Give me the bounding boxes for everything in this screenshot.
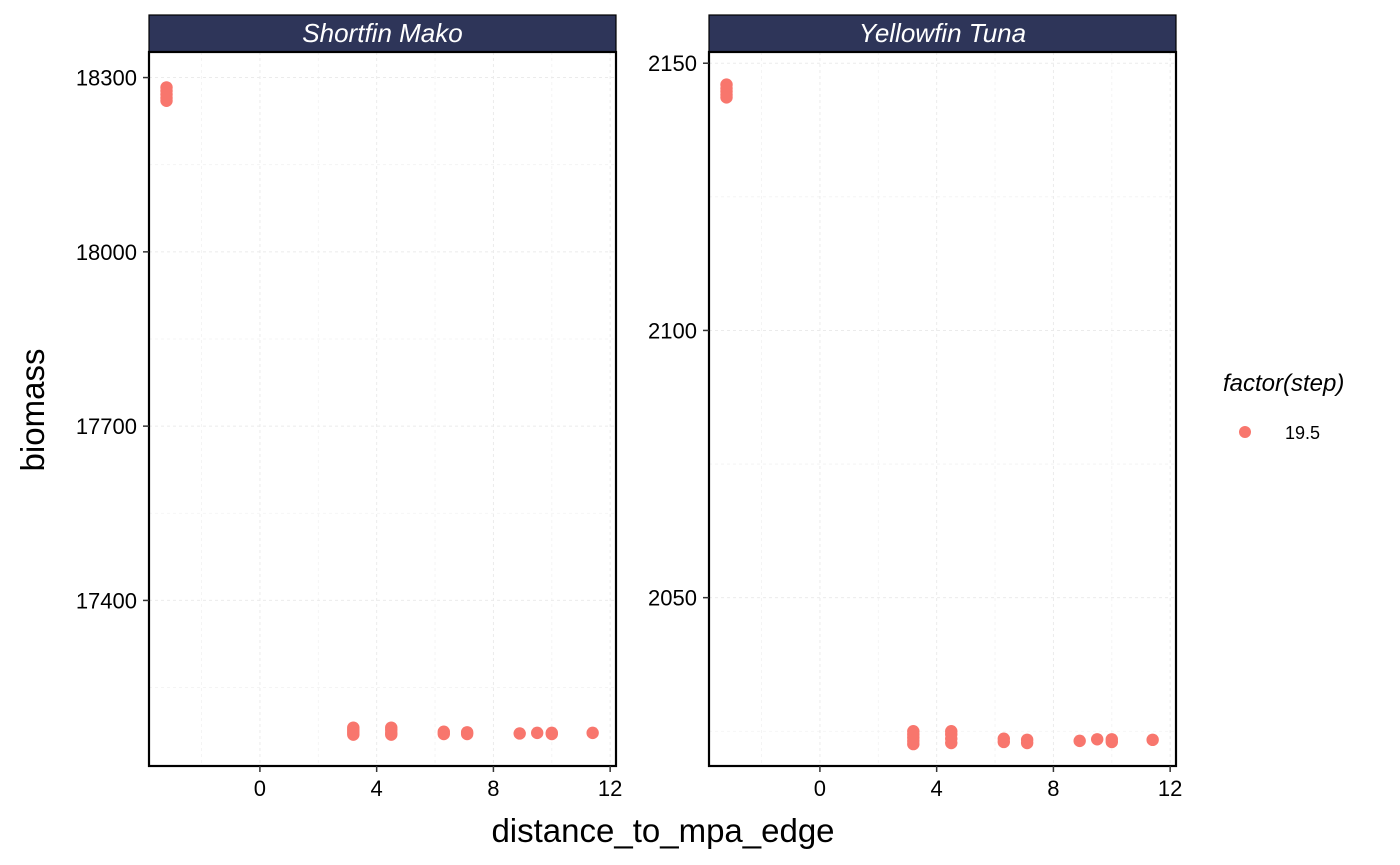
x-axis-title: distance_to_mpa_edge xyxy=(491,812,834,849)
data-point xyxy=(1073,734,1086,748)
y-tick-label: 18300 xyxy=(76,66,137,91)
data-point xyxy=(513,727,526,740)
data-point xyxy=(945,736,958,750)
facet-strip-label: Shortfin Mako xyxy=(302,18,462,48)
panel-1: Shortfin Mako 0 4 8 12 17400 17700 18000 18300 xyxy=(76,14,622,801)
x-tick-label: 12 xyxy=(1158,776,1182,801)
panel-border xyxy=(147,50,618,768)
legend-title: factor(step) xyxy=(1223,370,1344,397)
x-tick-label: 4 xyxy=(371,776,383,801)
legend: factor(step) 19.5 xyxy=(1223,370,1344,443)
y-tick-label: 17400 xyxy=(76,588,137,613)
x-tick-label: 0 xyxy=(814,776,826,801)
y-tick-label: 18000 xyxy=(76,240,137,265)
panel-2: Yellowfin Tuna 0 4 8 12 2050 2100 2150 xyxy=(648,14,1182,801)
data-point xyxy=(460,727,474,741)
y-tick-label: 17700 xyxy=(76,414,137,439)
data-point xyxy=(586,726,599,740)
data-point xyxy=(720,91,733,104)
legend-label: 19.5 xyxy=(1285,423,1320,443)
y-tick-label: 2100 xyxy=(648,318,697,343)
data-point xyxy=(160,94,173,108)
facet-strip-label: Yellowfin Tuna xyxy=(859,18,1026,48)
x-tick-label: 4 xyxy=(931,776,943,801)
data-point xyxy=(347,728,360,741)
x-tick-label: 0 xyxy=(254,776,266,801)
legend-key-point xyxy=(1239,426,1251,438)
data-point xyxy=(437,727,450,741)
x-tick-label: 12 xyxy=(598,776,622,801)
data-point xyxy=(1020,736,1034,750)
data-point xyxy=(1105,735,1118,749)
y-tick-label: 2150 xyxy=(648,51,697,76)
data-point xyxy=(545,727,558,741)
x-tick-label: 8 xyxy=(1047,776,1059,801)
data-point xyxy=(385,728,398,741)
data-point xyxy=(1146,733,1159,747)
data-point xyxy=(997,735,1010,749)
panels-layer: Shortfin Mako 0 4 8 12 17400 17700 18000 18300 Ye… xyxy=(76,14,1182,801)
y-tick-label: 2050 xyxy=(648,586,697,611)
data-point xyxy=(1090,733,1104,746)
data-point xyxy=(530,726,544,740)
x-tick-label: 8 xyxy=(487,776,499,801)
facet-strip xyxy=(148,14,617,53)
panel-border xyxy=(707,50,1178,768)
y-axis-title: biomass xyxy=(14,349,51,472)
data-point xyxy=(907,737,920,751)
